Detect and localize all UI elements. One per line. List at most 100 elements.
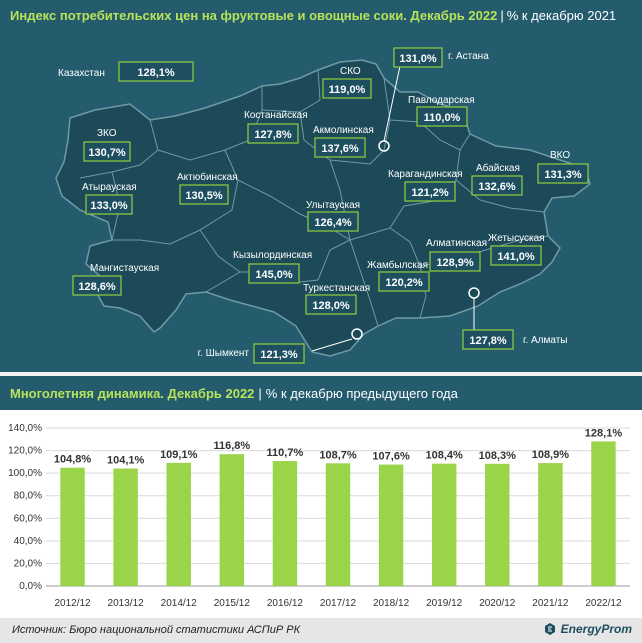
logo-text: EnergyProm: [560, 622, 632, 636]
region-box-mangistau: [72, 275, 122, 296]
region-box-kostanay: [247, 123, 299, 144]
region-value-akmola: 137,6%: [321, 143, 359, 155]
y-tick-label: 40,0%: [14, 536, 42, 547]
region-box-sko: [322, 78, 372, 99]
region-box-vko: [537, 163, 589, 184]
y-tick-label: 20,0%: [14, 558, 42, 569]
bar-value-label: 109,1%: [160, 449, 198, 461]
region-value-aktobe: 130,5%: [185, 190, 223, 202]
x-tick-label: 2022/12: [585, 598, 622, 609]
map-panel: Индекс потребительских цен на фруктовые …: [0, 0, 642, 372]
logo-icon: [544, 623, 555, 635]
bar-value-label: 107,6%: [372, 451, 410, 463]
city-name-astana: г. Астана: [448, 51, 489, 62]
energyprom-logo: EnergyProm: [543, 622, 632, 636]
region-name-akmola: Акмолинская: [313, 125, 374, 136]
map-title-bold: Индекс потребительских цен на фруктовые …: [10, 8, 498, 23]
bar-value-label: 108,9%: [532, 449, 570, 461]
region-name-zko: ЗКО: [97, 128, 117, 139]
chart-title-unit: % к декабрю предыдущего года: [265, 386, 458, 401]
shymkent-marker-icon: [351, 328, 363, 340]
bar: [219, 454, 245, 586]
region-value-zhetysu: 141,0%: [497, 251, 535, 263]
region-value-atyrau: 133,0%: [90, 200, 128, 212]
city-value-shymkent: 121,3%: [260, 349, 298, 361]
region-value-zhambyl: 120,2%: [385, 277, 423, 289]
region-name-kyzylorda: Кызылординская: [233, 250, 312, 261]
city-value-almaty: 127,8%: [469, 335, 507, 347]
region-box-aktobe: [179, 184, 229, 205]
source-text: Источник: Бюро национальной статистики А…: [12, 624, 301, 636]
chart-title-bold: Многолетняя динамика. Декабрь 2022: [10, 386, 255, 401]
region-box-pavlodar: [416, 106, 468, 127]
bar-value-label: 108,3%: [479, 450, 517, 462]
region-value-sko: 119,0%: [329, 84, 366, 96]
region-box-turkestan: [305, 294, 357, 315]
city-box-shymkent: [253, 343, 305, 364]
region-value-kyzylorda: 145,0%: [255, 269, 293, 281]
map-leader-lines: [311, 65, 475, 352]
bar: [538, 463, 563, 586]
x-tick-label: 2020/12: [479, 598, 516, 609]
x-tick-label: 2015/12: [214, 598, 251, 609]
x-tick-label: 2013/12: [108, 598, 145, 609]
region-box-zko: [83, 141, 131, 162]
x-tick-label: 2012/12: [54, 598, 91, 609]
y-tick-label: 100,0%: [8, 468, 42, 479]
region-name-atyrau: Атырауская: [82, 182, 137, 193]
map-title: Индекс потребительских цен на фруктовые …: [10, 8, 617, 23]
city-name-almaty: г. Алматы: [523, 335, 567, 346]
y-tick-label: 140,0%: [8, 423, 42, 434]
region-name-turkestan: Туркестанская: [303, 283, 370, 294]
chart-header: Многолетняя динамика. Декабрь 2022 |% к д…: [0, 376, 642, 410]
bar-value-label: 128,1%: [585, 427, 623, 439]
country-value: 128,1%: [137, 67, 175, 79]
bar-value-label: 104,8%: [54, 454, 92, 466]
chart-title: Многолетняя динамика. Декабрь 2022 |% к д…: [10, 386, 458, 401]
region-box-kyzylorda: [248, 263, 300, 284]
footer: Источник: Бюро национальной статистики А…: [0, 618, 642, 643]
bar: [485, 463, 510, 586]
region-box-karaganda: [404, 181, 456, 202]
bar-chart: 0,0% 20,0% 40,0% 60,0% 80,0% 100,0% 120,0% 140,…: [8, 423, 630, 609]
region-value-kostanay: 127,8%: [254, 129, 292, 141]
chart-panel: Многолетняя динамика. Декабрь 2022 |% к д…: [0, 376, 642, 618]
region-box-zhetysu: [490, 245, 542, 266]
region-name-aktobe: Актюбинская: [177, 171, 238, 183]
region-box-atyrau: [85, 194, 133, 215]
bar-value-label: 104,1%: [107, 455, 145, 467]
region-name-mangistau: Мангистауская: [90, 263, 159, 274]
y-tick-label: 80,0%: [14, 491, 42, 502]
region-name-almaty-reg: Алматинская: [426, 238, 487, 249]
region-box-akmola: [314, 137, 366, 158]
region-name-kostanay: Костанайская: [244, 110, 308, 121]
country-value-box: [118, 61, 194, 82]
city-box-astana: [393, 47, 443, 68]
region-value-pavlodar: 110,0%: [424, 112, 461, 124]
region-value-ulytau: 126,4%: [314, 217, 352, 229]
region-value-almaty-reg: 128,9%: [436, 257, 474, 269]
region-value-vko: 131,3%: [544, 169, 582, 181]
x-tick-label: 2019/12: [426, 598, 463, 609]
region-value-abai: 132,6%: [478, 181, 516, 193]
bar-value-label: 110,7%: [267, 447, 304, 459]
bar: [431, 463, 457, 586]
region-box-abai: [471, 175, 523, 196]
bar-value-label: 116,8%: [213, 440, 250, 452]
bar: [325, 463, 351, 586]
x-tick-label: 2016/12: [267, 598, 304, 609]
region-value-zko: 130,7%: [88, 147, 126, 159]
bar-value-label: 108,7%: [319, 449, 357, 461]
x-tick-label: 2018/12: [373, 598, 410, 609]
region-value-karaganda: 121,2%: [411, 187, 449, 199]
kazakhstan-map: Казахстан 128,1% ЗКО 130,7% Атырауская 1…: [55, 47, 591, 364]
x-tick-label: 2017/12: [320, 598, 357, 609]
region-box-ulytau: [307, 211, 359, 232]
bar: [166, 462, 191, 586]
y-tick-label: 60,0%: [14, 513, 42, 524]
city-value-astana: 131,0%: [399, 53, 437, 65]
map-region-borders: [79, 69, 549, 327]
city-box-almaty: [462, 329, 514, 350]
region-name-vko: ВКО: [550, 150, 570, 161]
x-tick-label: 2021/12: [532, 598, 569, 609]
